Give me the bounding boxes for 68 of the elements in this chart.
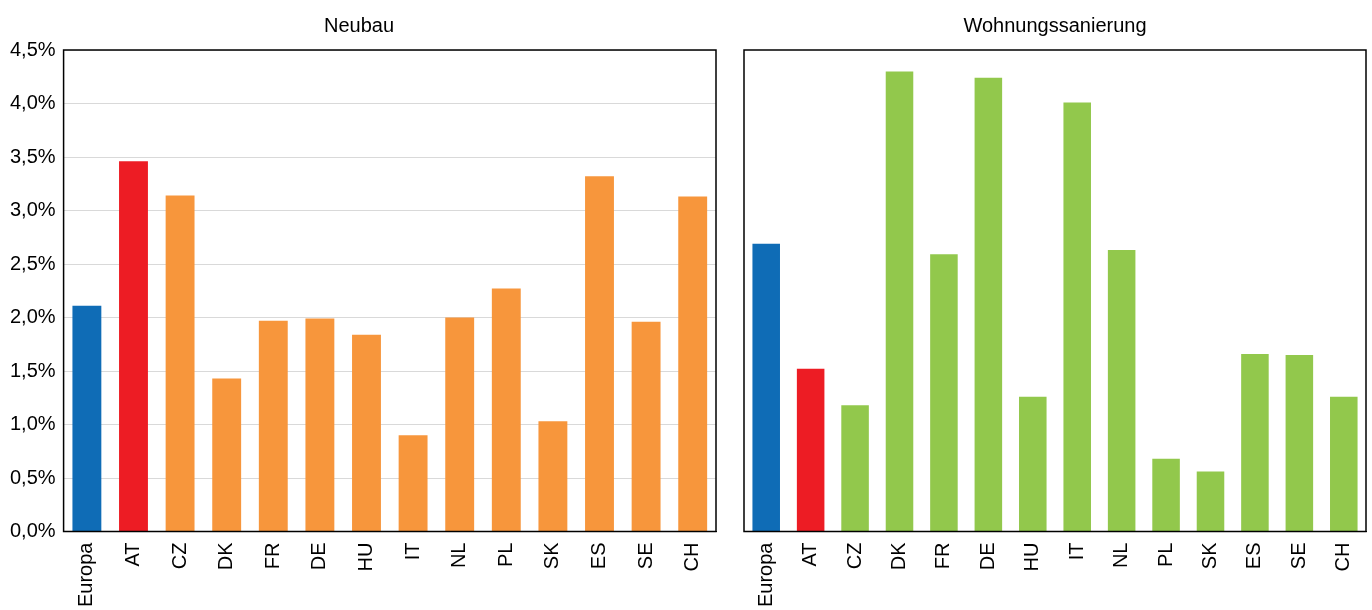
y-tick-label: 4,5% <box>9 37 56 60</box>
bar <box>1285 354 1314 532</box>
bar <box>538 421 568 532</box>
bar <box>72 305 102 532</box>
x-tick-label: PL <box>1153 542 1176 567</box>
chart-title: Wohnungssanierung <box>963 13 1147 36</box>
x-tick-label: IT <box>400 542 423 561</box>
bar <box>974 77 1003 532</box>
y-tick-label: 2,0% <box>9 305 56 328</box>
x-tick-label: AT <box>121 542 143 567</box>
bar <box>165 195 195 532</box>
bar <box>1241 353 1269 532</box>
y-tick-label: 1,0% <box>9 412 56 435</box>
x-tick-label: IT <box>1064 542 1087 561</box>
bar <box>1107 250 1136 532</box>
x-tick-label: HU <box>354 542 377 572</box>
y-tick-label: 4,0% <box>9 91 56 114</box>
x-tick-label: SK <box>1198 541 1221 570</box>
bar <box>796 368 825 532</box>
bar <box>119 161 148 532</box>
y-tick-label: 0,0% <box>9 519 56 542</box>
bar <box>1063 102 1091 532</box>
y-tick-label: 2,5% <box>9 251 56 274</box>
bar <box>352 334 381 532</box>
x-tick-label: NL <box>447 542 470 569</box>
x-tick-label: Europa <box>74 541 97 608</box>
bar <box>398 435 428 532</box>
bar <box>1019 396 1047 532</box>
bar <box>752 243 780 532</box>
x-tick-label: CH <box>680 542 703 572</box>
bar <box>305 318 335 532</box>
x-tick-label: DK <box>214 541 237 571</box>
bar <box>212 378 242 532</box>
x-tick-label: DK <box>887 541 910 571</box>
y-tick-label: 0,5% <box>9 465 56 488</box>
bar <box>631 321 661 532</box>
y-tick-label: 3,5% <box>9 144 56 167</box>
x-tick-label: FR <box>931 542 954 570</box>
x-tick-label: DE <box>975 542 998 571</box>
x-tick-label: SE <box>1286 542 1309 570</box>
x-tick-label: SE <box>633 542 656 570</box>
x-tick-label: AT <box>798 542 821 567</box>
y-tick-label: 1,5% <box>9 358 56 381</box>
x-tick-label: NL <box>1109 542 1132 569</box>
bar <box>445 317 475 532</box>
x-tick-label: SK <box>540 541 563 570</box>
x-tick-label: CZ <box>167 542 190 570</box>
bar <box>1330 396 1358 532</box>
bar <box>491 288 521 532</box>
bar <box>930 254 958 532</box>
chart-title: Neubau <box>323 13 395 36</box>
x-tick-label: DE <box>307 542 330 571</box>
bar <box>841 405 869 532</box>
x-tick-label: ES <box>1242 542 1265 570</box>
bar <box>1152 458 1180 532</box>
x-tick-label: CH <box>1331 542 1354 572</box>
x-tick-label: ES <box>587 542 610 570</box>
bar <box>678 196 708 532</box>
x-tick-label: HU <box>1020 542 1043 572</box>
x-tick-label: FR <box>260 542 283 570</box>
x-tick-label: CZ <box>842 542 865 570</box>
bar <box>258 320 288 532</box>
bar <box>585 176 614 532</box>
x-tick-label: PL <box>493 542 516 567</box>
bar <box>885 71 914 532</box>
bar <box>1196 471 1225 532</box>
x-tick-label: Europa <box>753 541 776 608</box>
y-tick-label: 3,0% <box>9 198 56 221</box>
